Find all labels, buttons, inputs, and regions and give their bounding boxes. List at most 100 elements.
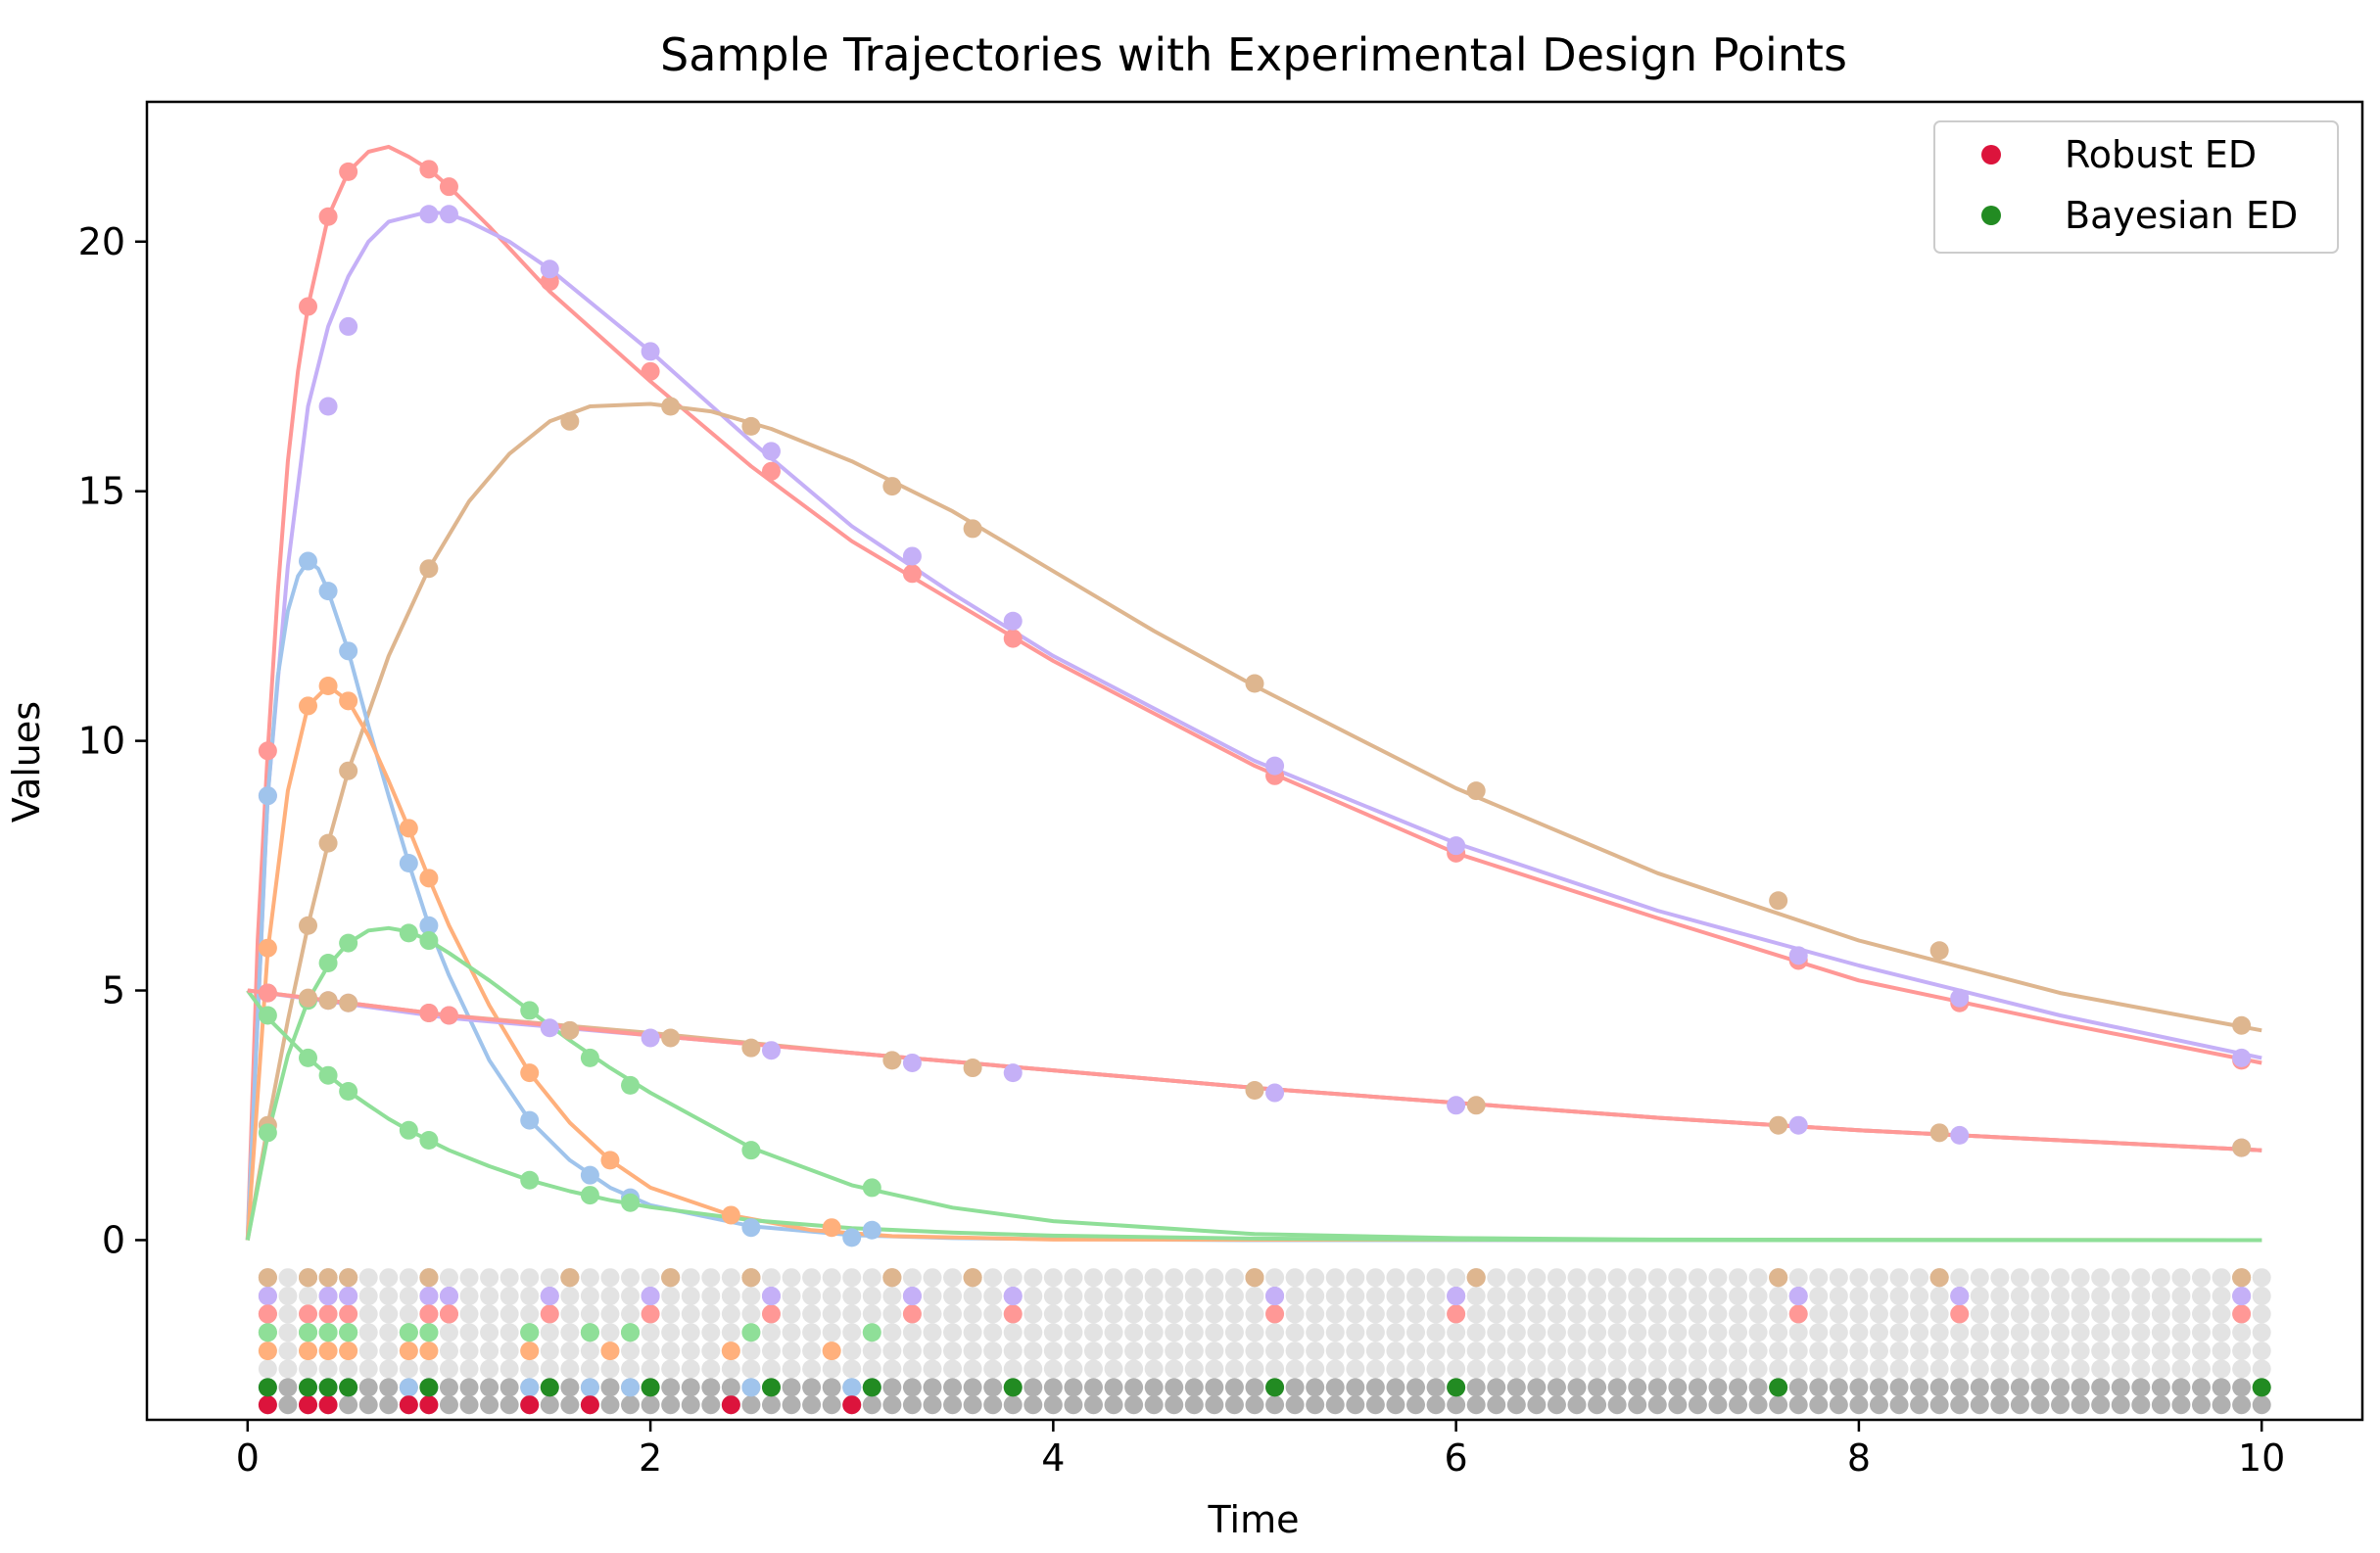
trajectory-point-purple xyxy=(1950,988,1970,1008)
y-axis-label: Values xyxy=(5,701,48,823)
design-candidate-dot xyxy=(681,1395,700,1415)
trajectory-point-green_hump xyxy=(419,931,439,951)
trajectory-point-purple xyxy=(902,546,922,566)
design-point-orange xyxy=(600,1341,620,1361)
design-candidate-dot xyxy=(1365,1359,1385,1379)
design-candidate-dot xyxy=(1064,1323,1083,1342)
design-candidate-dot xyxy=(923,1395,942,1415)
design-candidate-dot xyxy=(1708,1341,1728,1361)
design-candidate-dot xyxy=(1869,1395,1888,1415)
design-candidate-dot xyxy=(1527,1359,1547,1379)
design-candidate-dot xyxy=(1144,1395,1164,1415)
design-candidate-dot xyxy=(1849,1395,1869,1415)
design-candidate-dot xyxy=(2131,1341,2151,1361)
design-point-purple_linear xyxy=(2232,1287,2252,1306)
design-candidate-dot xyxy=(1487,1268,1506,1288)
design-candidate-dot xyxy=(2252,1268,2271,1288)
design-candidate-dot xyxy=(379,1341,399,1361)
bayesian-ed-point xyxy=(1003,1378,1023,1397)
design-candidate-dot xyxy=(741,1304,761,1324)
design-candidate-dot xyxy=(1083,1341,1103,1361)
design-candidate-dot xyxy=(2131,1323,2151,1342)
design-candidate-dot xyxy=(358,1304,378,1324)
design-candidate-dot xyxy=(500,1378,519,1397)
design-candidate-dot xyxy=(621,1268,641,1288)
design-candidate-dot xyxy=(1104,1378,1123,1397)
design-candidate-dot xyxy=(2091,1304,2111,1324)
design-candidate-dot xyxy=(1527,1268,1547,1288)
design-candidate-dot xyxy=(1043,1341,1063,1361)
design-candidate-dot xyxy=(1406,1395,1426,1415)
design-candidate-dot xyxy=(1285,1268,1305,1288)
bayesian-ed-point xyxy=(299,1378,318,1397)
design-point-tan_linear xyxy=(560,1268,580,1288)
trajectory-point-blue xyxy=(318,582,338,601)
bayesian-ed-point xyxy=(1769,1378,1788,1397)
design-candidate-dot xyxy=(1124,1378,1144,1397)
trajectory-point-purple xyxy=(1265,756,1285,776)
design-candidate-dot xyxy=(1849,1304,1869,1324)
design-candidate-dot xyxy=(358,1341,378,1361)
design-candidate-dot xyxy=(701,1395,721,1415)
robust-ed-point xyxy=(258,1395,277,1415)
design-candidate-dot xyxy=(1466,1323,1486,1342)
design-candidate-dot xyxy=(520,1304,540,1324)
design-candidate-dot xyxy=(1265,1395,1285,1415)
design-candidate-dot xyxy=(500,1268,519,1288)
design-point-red_fast xyxy=(2232,1304,2252,1324)
design-candidate-dot xyxy=(1607,1359,1627,1379)
trajectory-point-purple xyxy=(1003,611,1023,631)
trajectory-point-green_hump xyxy=(862,1178,881,1198)
design-candidate-dot xyxy=(399,1287,418,1306)
design-point-red_fast xyxy=(1788,1304,1808,1324)
design-candidate-dot xyxy=(1970,1323,1989,1342)
design-candidate-dot xyxy=(2071,1304,2090,1324)
design-point-green_decay xyxy=(580,1323,599,1342)
design-candidate-dot xyxy=(1165,1304,1184,1324)
trajectory-point-tan_slow xyxy=(560,411,580,431)
design-candidate-dot xyxy=(439,1395,458,1415)
design-point-tan_linear xyxy=(1466,1268,1486,1288)
design-candidate-dot xyxy=(1306,1268,1325,1288)
design-candidate-dot xyxy=(1628,1323,1647,1342)
y-tick-label: 5 xyxy=(102,969,125,1012)
design-candidate-dot xyxy=(1466,1395,1486,1415)
design-candidate-dot xyxy=(339,1359,358,1379)
design-candidate-dot xyxy=(1506,1341,1526,1361)
design-candidate-dot xyxy=(1285,1304,1305,1324)
trajectory-point-green_decay xyxy=(258,1006,277,1025)
design-candidate-dot xyxy=(1124,1268,1144,1288)
design-candidate-dot xyxy=(2131,1304,2151,1324)
trajectory-point-orange xyxy=(520,1063,540,1083)
design-candidate-dot xyxy=(1889,1268,1909,1288)
design-candidate-dot xyxy=(1567,1395,1587,1415)
design-point-orange xyxy=(520,1341,540,1361)
design-candidate-dot xyxy=(500,1395,519,1415)
design-candidate-dot xyxy=(1144,1304,1164,1324)
trajectory-point-blue xyxy=(258,786,277,806)
design-candidate-dot xyxy=(2111,1268,2130,1288)
design-candidate-dot xyxy=(822,1304,841,1324)
design-point-red_linear xyxy=(439,1304,458,1324)
design-candidate-dot xyxy=(1083,1323,1103,1342)
design-point-tan_linear xyxy=(661,1268,681,1288)
design-candidate-dot xyxy=(1144,1378,1164,1397)
design-candidate-dot xyxy=(1970,1378,1989,1397)
design-candidate-dot xyxy=(2071,1287,2090,1306)
design-candidate-dot xyxy=(419,1359,439,1379)
design-candidate-dot xyxy=(600,1268,620,1288)
trajectory-point-tan_linear xyxy=(2232,1138,2252,1157)
trajectory-point-tan_slow xyxy=(1929,941,1949,961)
design-candidate-dot xyxy=(1325,1287,1345,1306)
design-candidate-dot xyxy=(1729,1359,1748,1379)
axes-frame xyxy=(145,100,2364,1422)
design-candidate-dot xyxy=(1607,1378,1627,1397)
robust-ed-point xyxy=(318,1395,338,1415)
design-point-red_fast xyxy=(761,1304,781,1324)
design-candidate-dot xyxy=(480,1395,500,1415)
design-candidate-dot xyxy=(1607,1341,1627,1361)
design-candidate-dot xyxy=(1205,1323,1224,1342)
design-candidate-dot xyxy=(318,1359,338,1379)
design-candidate-dot xyxy=(1023,1323,1043,1342)
x-axis-label: Time xyxy=(1208,1498,1300,1541)
